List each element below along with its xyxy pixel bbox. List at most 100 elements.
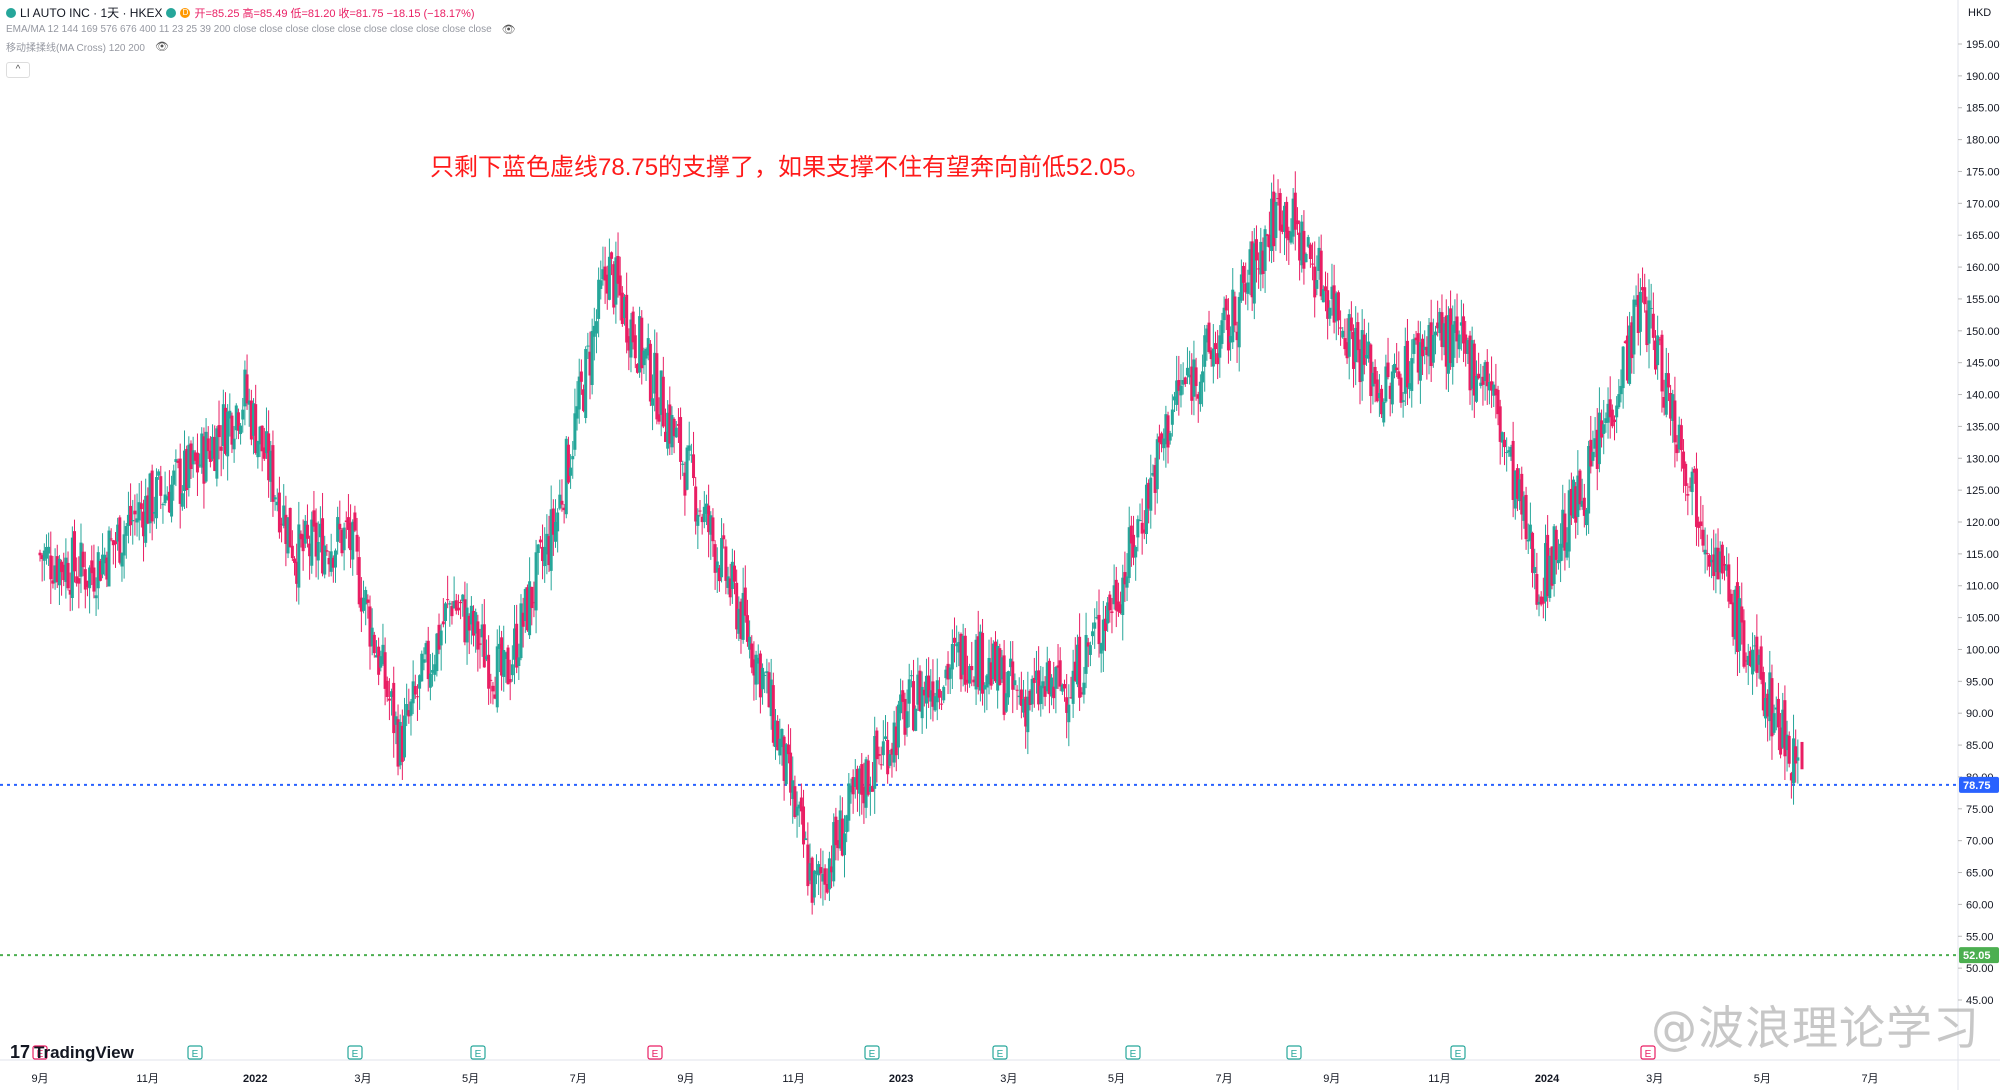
- candle-body: [899, 694, 903, 714]
- candle-body: [918, 670, 922, 711]
- earnings-marker[interactable]: [470, 1045, 486, 1060]
- eye-icon[interactable]: 👁: [501, 24, 516, 36]
- candle-body: [1009, 658, 1013, 668]
- candle-body: [638, 316, 642, 373]
- candle-body: [1638, 291, 1642, 332]
- candle-body: [795, 806, 799, 816]
- indicator-line-2[interactable]: 移动揉揉线(MA Cross) 120 200 👁: [6, 38, 516, 55]
- candle-body: [493, 694, 497, 699]
- candle-body: [1119, 604, 1123, 614]
- candle-body: [81, 551, 85, 568]
- candle-body: [366, 599, 370, 603]
- candle-body: [1218, 335, 1222, 358]
- candle-body: [364, 590, 368, 605]
- price-tick-label: 160.00: [1966, 262, 2000, 274]
- price-tick-label: 130.00: [1966, 453, 2000, 465]
- earnings-marker[interactable]: [1450, 1045, 1466, 1060]
- candle-body: [293, 558, 297, 563]
- earnings-marker[interactable]: [32, 1045, 48, 1060]
- candle-body: [659, 370, 663, 415]
- indicator-line-1[interactable]: EMA/MA 12 144 169 576 676 400 11 23 25 3…: [6, 21, 516, 38]
- price-tick-label: 75.00: [1966, 804, 1994, 816]
- candle-body: [1697, 521, 1701, 528]
- candle-body: [469, 605, 473, 625]
- candle-body: [724, 546, 728, 581]
- candle-body: [728, 578, 732, 598]
- earnings-marker[interactable]: [1125, 1045, 1141, 1060]
- candle-body: [284, 514, 288, 545]
- candle-body: [1393, 363, 1397, 373]
- candle-body: [1522, 496, 1526, 521]
- candle-body: [161, 504, 165, 506]
- candle-body: [1584, 509, 1588, 526]
- candle-body: [752, 659, 756, 676]
- earnings-marker[interactable]: [647, 1045, 663, 1060]
- candle-body: [126, 514, 130, 527]
- candle-body: [808, 863, 812, 881]
- candle-body: [1121, 577, 1125, 615]
- candle-body: [1444, 315, 1448, 367]
- earnings-marker[interactable]: [1640, 1045, 1656, 1060]
- currency-label[interactable]: HKD: [1968, 7, 1991, 19]
- candle-body: [1371, 372, 1375, 387]
- candle-body: [1002, 655, 1006, 715]
- candle-body: [879, 764, 883, 766]
- candle-body: [1761, 672, 1765, 711]
- earnings-marker[interactable]: [992, 1045, 1008, 1060]
- candle-body: [1649, 307, 1653, 309]
- candle-body: [702, 506, 706, 523]
- candle-body: [1520, 473, 1524, 515]
- candle-body: [1317, 247, 1321, 271]
- candle-body: [1129, 525, 1133, 544]
- candle-body: [758, 653, 762, 698]
- earnings-marker[interactable]: [187, 1045, 203, 1060]
- indicator-label-ema[interactable]: EMA/MA 12 144 169 576 676 400 11 23 25 3…: [6, 24, 492, 35]
- candle-body: [1142, 529, 1146, 533]
- candle-body: [1321, 289, 1325, 303]
- symbol-line: LI AUTO INC · 1天 · HKEX D 开=85.25 高=85.4…: [6, 4, 516, 21]
- candle-body: [948, 667, 952, 679]
- candle-body: [651, 398, 655, 406]
- candle-body: [1546, 534, 1550, 597]
- eye-icon[interactable]: 👁: [154, 41, 169, 53]
- candle-body: [1548, 555, 1552, 598]
- candle-body: [1440, 312, 1444, 347]
- earnings-marker[interactable]: [1286, 1045, 1302, 1060]
- candle-body: [1651, 313, 1655, 338]
- candle-body: [1628, 325, 1632, 384]
- candle-body: [1209, 350, 1213, 360]
- price-tick-label: 190.00: [1966, 71, 2000, 83]
- candle-body: [1097, 614, 1101, 645]
- symbol-title[interactable]: LI AUTO INC · 1天 · HKEX: [20, 6, 163, 20]
- candle-body: [955, 643, 959, 647]
- indicator-label-ma-cross[interactable]: 移动揉揉线(MA Cross) 120 200: [6, 43, 145, 54]
- candle-body: [556, 512, 560, 532]
- candle-body: [692, 454, 696, 479]
- candle-body: [1343, 338, 1347, 350]
- candle-body: [1533, 567, 1537, 574]
- candle-body: [1093, 622, 1097, 629]
- candle-body: [782, 736, 786, 781]
- candle-body: [1293, 192, 1297, 230]
- candle-body: [528, 581, 532, 636]
- candle-body: [1554, 529, 1558, 560]
- last-candle-body[interactable]: [1800, 741, 1804, 770]
- collapse-indicators-button[interactable]: ^: [6, 62, 30, 78]
- candle-body: [1472, 343, 1476, 396]
- candle-body: [584, 349, 588, 419]
- candle-body: [1772, 713, 1776, 733]
- candle-body: [1712, 554, 1716, 577]
- candle-body: [193, 452, 197, 461]
- candle-body: [737, 608, 741, 634]
- candle-body: [1302, 230, 1306, 269]
- earnings-marker[interactable]: [347, 1045, 363, 1060]
- candle-body: [875, 730, 879, 760]
- candle-body: [113, 540, 117, 545]
- candle-body: [1149, 477, 1153, 511]
- candle-body: [1673, 400, 1677, 443]
- candle-body: [827, 858, 831, 890]
- tradingview-logo[interactable]: 17 TradingView: [10, 1042, 134, 1063]
- candle-body: [972, 679, 976, 683]
- earnings-marker[interactable]: [864, 1045, 880, 1060]
